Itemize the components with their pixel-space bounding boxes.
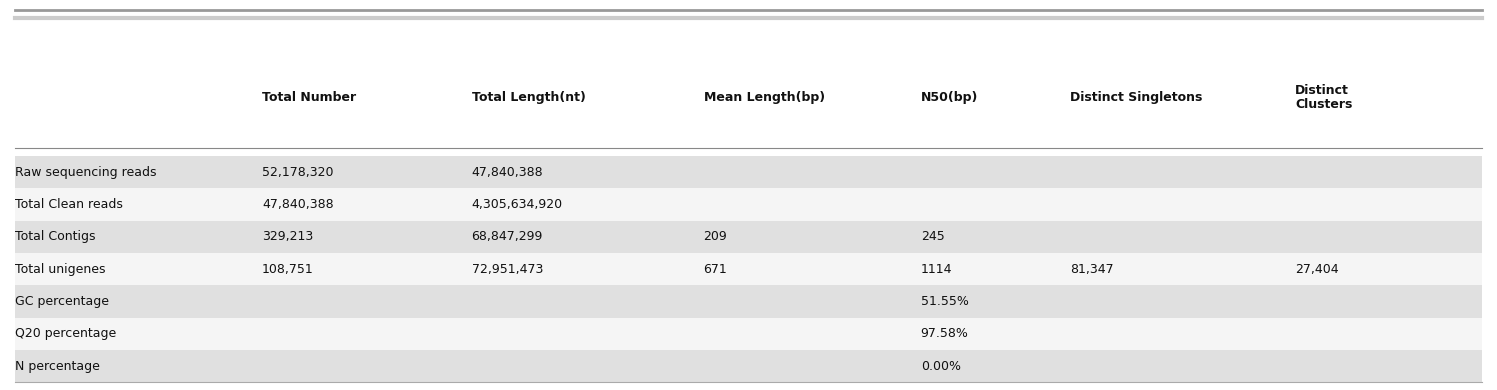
Text: 0.00%: 0.00% bbox=[921, 360, 961, 372]
Bar bbox=[15, 350, 1482, 382]
Text: 72,951,473: 72,951,473 bbox=[472, 262, 543, 276]
Text: Q20 percentage: Q20 percentage bbox=[15, 327, 117, 340]
Text: Total Clean reads: Total Clean reads bbox=[15, 198, 123, 211]
Text: GC percentage: GC percentage bbox=[15, 295, 109, 308]
Text: 47,840,388: 47,840,388 bbox=[262, 198, 334, 211]
Text: Total unigenes: Total unigenes bbox=[15, 262, 105, 276]
Text: Total Number: Total Number bbox=[262, 91, 356, 104]
Text: 1114: 1114 bbox=[921, 262, 952, 276]
Text: 51.55%: 51.55% bbox=[921, 295, 969, 308]
Text: 209: 209 bbox=[704, 230, 728, 243]
Text: 4,305,634,920: 4,305,634,920 bbox=[472, 198, 563, 211]
Text: 27,404: 27,404 bbox=[1295, 262, 1338, 276]
Text: 52,178,320: 52,178,320 bbox=[262, 166, 334, 179]
Bar bbox=[15, 253, 1482, 285]
Bar bbox=[15, 285, 1482, 317]
Bar bbox=[15, 156, 1482, 188]
Text: 47,840,388: 47,840,388 bbox=[472, 166, 543, 179]
Text: N50(bp): N50(bp) bbox=[921, 91, 978, 104]
Text: N percentage: N percentage bbox=[15, 360, 100, 372]
Text: 108,751: 108,751 bbox=[262, 262, 314, 276]
Bar bbox=[15, 188, 1482, 221]
Text: 81,347: 81,347 bbox=[1070, 262, 1114, 276]
Text: Mean Length(bp): Mean Length(bp) bbox=[704, 91, 825, 104]
Text: Distinct
Clusters: Distinct Clusters bbox=[1295, 83, 1352, 112]
Text: 245: 245 bbox=[921, 230, 945, 243]
Text: Raw sequencing reads: Raw sequencing reads bbox=[15, 166, 157, 179]
Text: 329,213: 329,213 bbox=[262, 230, 313, 243]
Text: Total Contigs: Total Contigs bbox=[15, 230, 96, 243]
Bar bbox=[15, 317, 1482, 350]
Bar bbox=[15, 221, 1482, 253]
Text: 671: 671 bbox=[704, 262, 728, 276]
Text: 97.58%: 97.58% bbox=[921, 327, 969, 340]
Text: Distinct Singletons: Distinct Singletons bbox=[1070, 91, 1202, 104]
Text: 68,847,299: 68,847,299 bbox=[472, 230, 543, 243]
Text: Total Length(nt): Total Length(nt) bbox=[472, 91, 585, 104]
